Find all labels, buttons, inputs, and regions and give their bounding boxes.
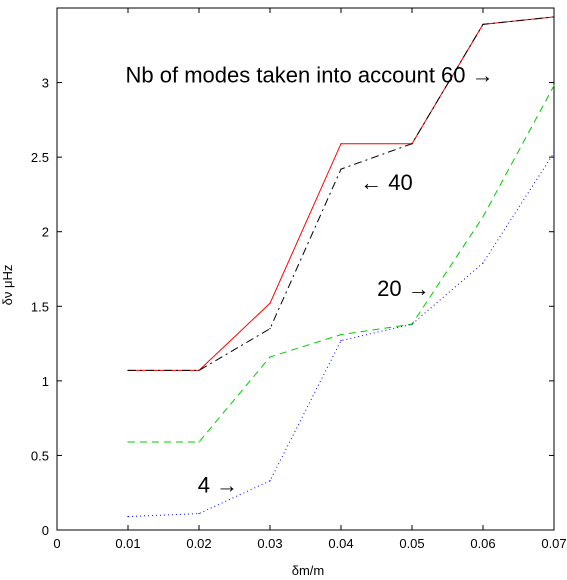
- x-tick-label: 0.07: [541, 536, 566, 551]
- y-tick-label: 0.5: [31, 448, 49, 463]
- series-3-point: [340, 339, 342, 342]
- annotation-2: 20 →: [377, 276, 430, 301]
- series-2-point: [127, 441, 129, 443]
- x-axis-label: δm/m: [292, 563, 325, 578]
- y-tick-label: 2: [42, 225, 49, 240]
- annotations: Nb of modes taken into account 60 → ← 40 2…: [126, 63, 494, 498]
- x-tick-label: 0.02: [186, 536, 211, 551]
- y-tick-label: 2.5: [31, 150, 49, 165]
- annotation-3: 4 →: [198, 473, 238, 498]
- series-2-point: [269, 356, 271, 358]
- y-tick-label: 3: [42, 76, 49, 91]
- series-1-point: [482, 23, 484, 26]
- x-tick-label: 0.04: [328, 536, 353, 551]
- y-tick-label: 1.5: [31, 299, 49, 314]
- y-tick-label: 0: [42, 523, 49, 538]
- series-3-point: [198, 512, 200, 515]
- y-tick-label: 1: [42, 374, 49, 389]
- series-3-point: [411, 323, 413, 325]
- series-3-point: [553, 152, 555, 154]
- series-2-point: [340, 334, 342, 336]
- series-1-point: [553, 16, 555, 18]
- x-tick-label: 0.01: [115, 536, 140, 551]
- x-tick-label: 0.03: [257, 536, 282, 551]
- series-2-point: [198, 441, 200, 443]
- series-3-point: [482, 262, 484, 264]
- series-0-point: [340, 143, 342, 145]
- annotation-1: ← 40: [360, 170, 413, 195]
- series-lines: [127, 16, 555, 518]
- x-tick-label: 0.06: [470, 536, 495, 551]
- series-1-point: [340, 168, 342, 170]
- series-3-point: [127, 515, 129, 518]
- series-0-point: [269, 302, 271, 304]
- axis-ticks: 0 0.01 0.02 0.03 0.04 0.05 0.06 0.07 0 0.5 1 1.5 2 2.…: [31, 8, 567, 551]
- x-tick-label: 0: [53, 536, 60, 551]
- x-tick-label: 0.05: [399, 536, 424, 551]
- series-3-point: [269, 480, 271, 482]
- annotation-0: Nb of modes taken into account 60 →: [126, 63, 494, 88]
- series-1-point: [269, 328, 271, 330]
- series-1-point: [127, 369, 129, 372]
- y-axis-label: δν μHz: [0, 265, 15, 306]
- axes-box: [56, 7, 555, 531]
- series-1-point: [411, 143, 413, 145]
- series-2-point: [482, 216, 484, 218]
- series-1-point: [198, 369, 200, 372]
- plot-frame: [56, 7, 555, 531]
- series-2-point: [553, 84, 555, 87]
- series-line-2: [128, 85, 555, 443]
